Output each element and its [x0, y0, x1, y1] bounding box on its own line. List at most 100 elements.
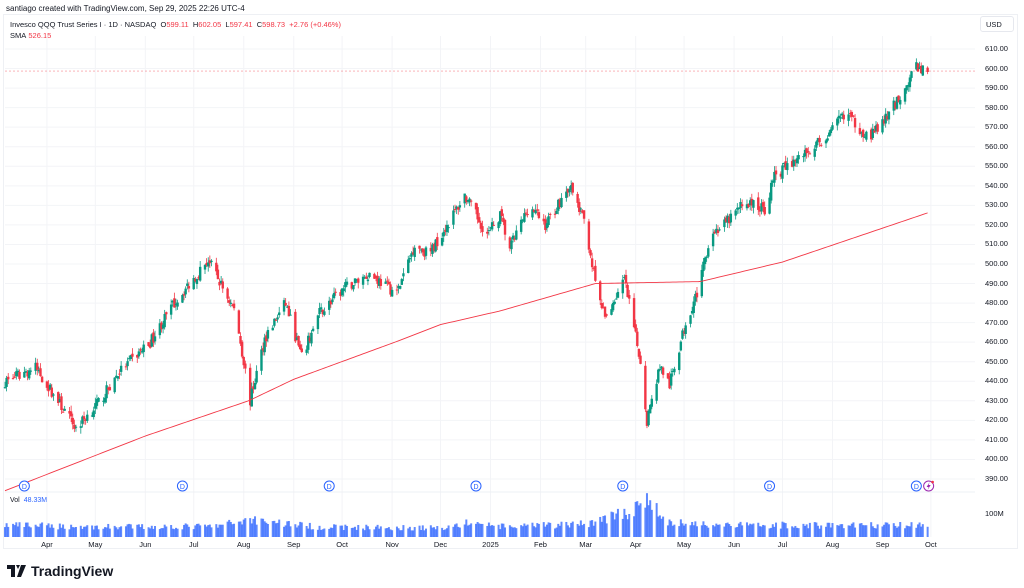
candle-body: [413, 247, 416, 257]
candle-body: [305, 349, 308, 353]
dividend-marker[interactable]: D: [176, 480, 188, 492]
volume-bar: [547, 522, 550, 537]
candle-body: [758, 210, 762, 212]
candle-body: [797, 155, 800, 160]
earnings-marker[interactable]: [923, 480, 935, 492]
candle-body: [532, 209, 536, 212]
candle-body: [36, 362, 39, 370]
candle-body: [289, 314, 292, 316]
volume-bar: [842, 528, 845, 537]
volume-bar: [591, 520, 594, 537]
volume-bar: [749, 523, 752, 537]
volume-bar: [433, 527, 436, 537]
candle-body: [700, 269, 704, 297]
volume-bar: [545, 524, 548, 537]
candle-body: [402, 273, 405, 277]
volume-bar: [489, 525, 492, 537]
volume-bar: [784, 523, 787, 537]
candle-body: [329, 300, 333, 305]
volume-bar: [521, 526, 524, 537]
candle-body: [453, 209, 457, 211]
volume-bar: [668, 519, 671, 537]
candle-body: [681, 330, 684, 339]
dividend-marker[interactable]: D: [764, 480, 776, 492]
price-tick-label: 490.00: [985, 278, 1008, 288]
candle-body: [515, 230, 518, 240]
time-tick-label: 2025: [482, 540, 499, 549]
price-tick-label: 600.00: [985, 63, 1008, 73]
candle-body: [11, 378, 15, 380]
volume-bar: [476, 522, 479, 537]
candle-body: [363, 277, 366, 279]
dividend-marker[interactable]: D: [617, 480, 629, 492]
candle-body: [386, 280, 389, 282]
candle-body: [119, 365, 123, 372]
candle-body: [295, 337, 299, 341]
candle-body: [5, 377, 8, 387]
candle-body: [544, 219, 547, 230]
candle-body: [871, 128, 874, 138]
candle-body: [547, 216, 550, 226]
volume-bar: [457, 526, 460, 537]
volume-bar: [644, 507, 647, 537]
candle-body: [58, 399, 62, 403]
volume-bar: [791, 526, 794, 537]
volume-bar: [897, 526, 900, 537]
volume-bar: [700, 525, 703, 537]
volume-bar: [239, 521, 242, 537]
candle-body: [478, 217, 481, 223]
volume-bar: [712, 525, 715, 537]
candle-body: [321, 309, 324, 315]
volume-bar: [15, 522, 18, 537]
volume-bar: [397, 528, 400, 537]
candle-body: [7, 376, 10, 380]
volume-bar: [307, 528, 310, 537]
volume-bar: [491, 525, 494, 537]
volume-bar: [91, 525, 94, 537]
volume-bar: [689, 525, 692, 537]
dividend-marker[interactable]: D: [910, 480, 922, 492]
volume-bar: [926, 526, 929, 537]
candle-body: [455, 206, 458, 209]
volume-bar: [684, 523, 687, 537]
volume-bar: [374, 526, 377, 537]
volume-bar: [871, 526, 874, 537]
candle-body: [784, 161, 787, 170]
candle-body: [187, 286, 191, 289]
candle-body: [57, 392, 60, 403]
candle-body: [466, 200, 470, 202]
volume-bar: [904, 528, 907, 537]
volume-label[interactable]: Vol: [10, 497, 20, 504]
candle-body: [105, 385, 108, 399]
volume-bar: [583, 523, 586, 537]
volume-value: 48.33M: [23, 497, 48, 504]
dividend-marker[interactable]: D: [323, 480, 335, 492]
symbol-title[interactable]: Invesco QQQ Trust Series I · 1D · NASDAQ: [10, 20, 157, 29]
volume-bar: [328, 528, 331, 537]
candle-body: [276, 317, 279, 320]
volume-bar: [729, 525, 732, 537]
volume-bar: [826, 522, 829, 537]
candle-body: [613, 301, 616, 304]
dividend-letter: D: [473, 484, 478, 491]
dividend-marker[interactable]: D: [470, 480, 482, 492]
candle-body: [899, 99, 902, 105]
tradingview-logo[interactable]: TradingView: [7, 563, 113, 579]
volume-bar: [36, 526, 39, 537]
candle-body: [29, 370, 33, 372]
candle-body: [27, 370, 31, 379]
dividend-marker[interactable]: D: [18, 480, 30, 492]
candle-body: [628, 295, 631, 299]
candle-body: [186, 283, 189, 286]
sma-label[interactable]: SMA: [10, 31, 27, 40]
price-tick-label: 390.00: [985, 473, 1008, 483]
volume-bar: [762, 524, 765, 537]
volume-bar: [41, 522, 44, 537]
volume-bar: [136, 524, 139, 537]
volume-bar: [250, 523, 253, 537]
volume-bar: [421, 525, 424, 537]
candle-body: [786, 163, 789, 171]
currency-button[interactable]: USD: [980, 16, 1014, 32]
candle-body: [645, 410, 649, 426]
